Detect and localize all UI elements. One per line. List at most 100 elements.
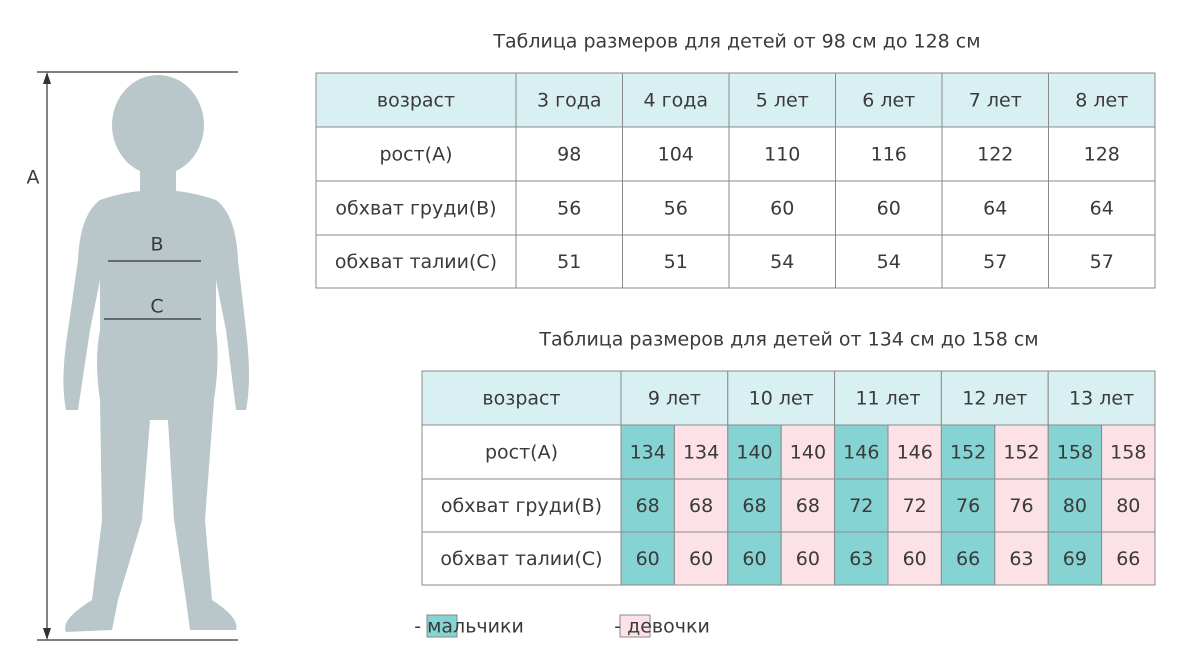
table2-title: Таблица размеров для детей от 134 см до … [538, 329, 1038, 351]
table-cell: 122 [977, 144, 1013, 166]
boys-cell-bg [727, 424, 782, 480]
boys-cell-bg [620, 478, 675, 533]
row-label-bg [315, 180, 517, 236]
legend-swatch [619, 614, 651, 638]
table-cell-bg [1048, 234, 1156, 289]
header-cell: 8 лет [1075, 90, 1128, 112]
table-cell-bg [835, 180, 943, 236]
header-cell-bg [515, 72, 623, 128]
table-cell-bg [941, 234, 1049, 289]
row-label: рост(А) [379, 144, 452, 166]
boys-cell-bg [834, 478, 889, 533]
boys-cell-bg [1047, 531, 1103, 586]
table-cell: 98 [557, 144, 581, 166]
header-cell: 13 лет [1069, 388, 1134, 410]
label-c: C [150, 296, 163, 318]
table-cell: 60 [770, 198, 794, 220]
boys-cell-bg [727, 478, 782, 533]
girls-cell: 68 [796, 495, 820, 517]
boys-cell: 80 [1063, 495, 1087, 517]
boys-cell: 146 [843, 442, 879, 464]
table-cell: 128 [1084, 144, 1120, 166]
header-cell: возраст [377, 90, 455, 112]
girls-cell: 60 [689, 548, 713, 570]
table-cell: 56 [664, 198, 688, 220]
legend-swatch [426, 614, 458, 638]
girls-cell: 63 [1009, 548, 1033, 570]
legend-label: - девочки [614, 616, 710, 638]
header-cell: 3 года [537, 90, 602, 112]
table-cell: 64 [1090, 198, 1114, 220]
label-b: B [150, 234, 163, 256]
girls-cell: 158 [1110, 442, 1146, 464]
boys-cell-bg [1047, 424, 1103, 480]
boys-cell: 72 [849, 495, 873, 517]
girls-cell-bg [1101, 424, 1156, 480]
girls-cell: 66 [1116, 548, 1140, 570]
row-label: обхват талии(C) [440, 548, 602, 570]
boys-cell: 158 [1057, 442, 1093, 464]
table-cell-bg [1048, 126, 1156, 182]
girls-cell: 60 [903, 548, 927, 570]
header-cell-bg [315, 72, 517, 128]
table-cell: 54 [877, 251, 901, 273]
table-cell-bg [515, 180, 623, 236]
table-cell-bg [622, 234, 730, 289]
girls-cell-bg [1101, 478, 1156, 533]
boys-cell: 68 [636, 495, 660, 517]
girls-cell-bg [1101, 531, 1156, 586]
header-cell-bg [834, 370, 942, 426]
boys-cell: 66 [956, 548, 980, 570]
table-cell-bg [622, 180, 730, 236]
girls-cell: 60 [796, 548, 820, 570]
boys-cell: 76 [956, 495, 980, 517]
row-label: рост(А) [485, 442, 558, 464]
boys-cell: 134 [630, 442, 666, 464]
girls-cell-bg [994, 478, 1049, 533]
boys-cell-bg [834, 424, 889, 480]
table-cell: 51 [557, 251, 581, 273]
girls-cell: 152 [1003, 442, 1039, 464]
header-cell: 10 лет [749, 388, 814, 410]
boys-cell: 60 [636, 548, 660, 570]
boys-cell: 140 [736, 442, 772, 464]
measure-lines [37, 71, 238, 641]
girls-cell-bg [780, 531, 836, 586]
table1-title: Таблица размеров для детей от 98 см до 1… [492, 31, 980, 53]
row-label-bg [421, 531, 622, 586]
girls-cell-bg [887, 531, 942, 586]
table-cell: 54 [770, 251, 794, 273]
girls-cell: 146 [897, 442, 933, 464]
girls-cell: 72 [903, 495, 927, 517]
header-cell-bg [940, 370, 1049, 426]
table-cell-bg [941, 180, 1049, 236]
legend-label: - мальчики [414, 616, 524, 638]
table-cell: 57 [983, 251, 1007, 273]
row-label: обхват груди(B) [335, 198, 496, 220]
girls-cell: 140 [790, 442, 826, 464]
table-cell: 60 [877, 198, 901, 220]
row-label: обхват талии(C) [335, 251, 497, 273]
child-figure [63, 75, 249, 632]
table-cell: 64 [983, 198, 1007, 220]
girls-cell: 80 [1116, 495, 1140, 517]
table-cell-bg [728, 234, 836, 289]
row-label-bg [421, 478, 622, 533]
boys-cell: 68 [742, 495, 766, 517]
girls-cell-bg [673, 531, 729, 586]
header-cell-bg [421, 370, 622, 426]
boys-cell: 63 [849, 548, 873, 570]
boys-cell: 60 [742, 548, 766, 570]
girls-cell-bg [994, 424, 1049, 480]
header-cell-bg [941, 72, 1049, 128]
table-cell: 104 [658, 144, 694, 166]
table-cell: 116 [871, 144, 907, 166]
boys-cell-bg [834, 531, 889, 586]
header-cell: 6 лет [862, 90, 915, 112]
boys-cell-bg [620, 531, 675, 586]
boys-cell: 69 [1063, 548, 1087, 570]
header-cell: 4 года [643, 90, 708, 112]
boys-cell-bg [940, 531, 996, 586]
